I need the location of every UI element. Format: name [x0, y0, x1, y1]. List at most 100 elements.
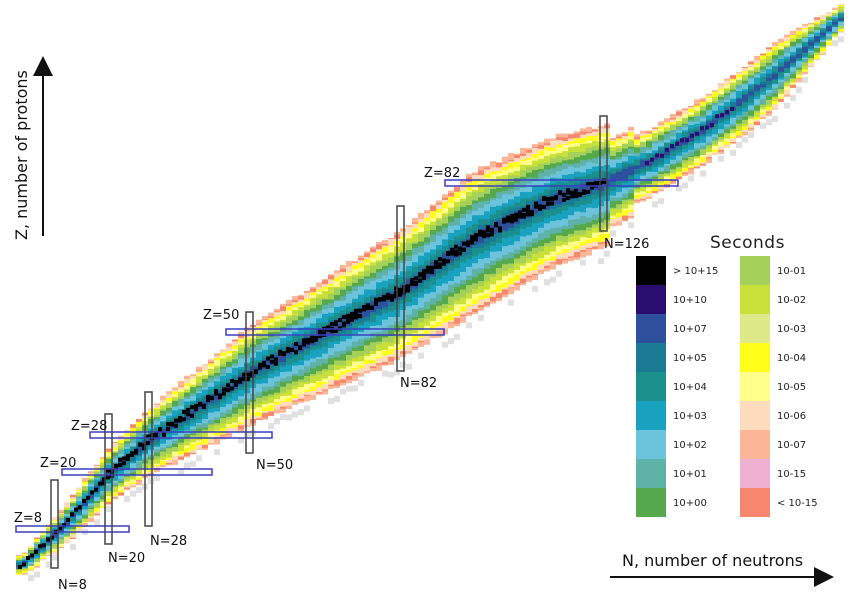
stable-nuclide-cell: [158, 428, 162, 433]
stable-nuclide-cell: [318, 333, 322, 338]
stable-nuclide-cell: [546, 201, 550, 206]
legend-label: 10-04: [777, 353, 806, 364]
band-cell: [826, 26, 832, 32]
band-cell: [82, 499, 88, 507]
legend-label: > 10+15: [673, 266, 718, 277]
band-cell: [688, 175, 694, 182]
stable-nuclide-cell: [38, 544, 42, 549]
band-cell: [742, 136, 748, 143]
stable-nuclide-cell: [30, 553, 34, 558]
band-cell: [736, 142, 742, 148]
stable-nuclide-cell: [602, 179, 606, 184]
legend-label: 10+10: [673, 295, 707, 306]
nuclide-band: [16, 4, 844, 581]
stable-nuclide-cell: [490, 227, 494, 232]
long-lived-nuclide-cell: [655, 153, 659, 158]
legend-label: 10-06: [777, 411, 806, 422]
stable-nuclide-cell: [270, 354, 274, 359]
band-cell: [760, 122, 766, 129]
band-cell: [838, 18, 844, 21]
stable-nuclide-cell: [138, 442, 142, 447]
stable-nuclide-cell: [246, 377, 250, 382]
legend-swatch: [636, 488, 666, 517]
band-cell: [736, 99, 742, 107]
n-magic-box: [396, 205, 405, 372]
stable-nuclide-cell: [458, 251, 462, 256]
stable-nuclide-cell: [178, 418, 182, 423]
band-cell: [652, 201, 658, 208]
stable-nuclide-cell: [478, 229, 482, 234]
legend-label: 10+07: [673, 324, 707, 335]
stable-nuclide-cell: [542, 205, 546, 209]
band-cell: [292, 343, 298, 352]
stable-nuclide-cell: [594, 181, 598, 186]
band-cell: [418, 352, 424, 359]
band-cell: [580, 259, 586, 266]
band-cell: [286, 414, 292, 421]
stable-nuclide-cell: [142, 443, 146, 448]
stable-nuclide-cell: [382, 297, 386, 302]
stable-nuclide-cell: [426, 265, 430, 270]
stable-nuclide-cell: [430, 270, 434, 274]
band-cell: [616, 171, 622, 181]
legend-label: 10+00: [673, 498, 707, 509]
stable-nuclide-cell: [34, 550, 38, 554]
stable-nuclide-cell: [310, 335, 314, 340]
stable-nuclide-cell: [406, 288, 410, 293]
stable-nuclide-cell: [102, 481, 106, 486]
stable-nuclide-cell: [370, 305, 374, 310]
stable-nuclide-cell: [482, 234, 486, 239]
stable-nuclide-cell: [174, 423, 178, 428]
band-cell: [52, 531, 58, 538]
long-lived-nuclide-cell: [710, 123, 714, 128]
stable-nuclide-cell: [438, 264, 442, 269]
stable-nuclide-cell: [386, 292, 390, 297]
stable-nuclide-cell: [490, 232, 494, 237]
z-magic-box: [225, 328, 445, 336]
band-cell: [94, 486, 100, 489]
stable-nuclide-cell: [398, 287, 402, 292]
stable-nuclide-cell: [266, 365, 270, 369]
band-cell: [28, 575, 34, 581]
stable-nuclide-cell: [398, 292, 402, 297]
stable-nuclide-cell: [78, 505, 82, 510]
stable-nuclide-cell: [486, 233, 490, 238]
stable-nuclide-cell: [550, 201, 554, 206]
band-cell: [832, 40, 838, 47]
long-lived-nuclide-cell: [695, 131, 699, 136]
band-cell: [34, 571, 40, 578]
band-cell: [394, 369, 400, 376]
band-cell: [448, 338, 454, 345]
band-cell: [448, 249, 454, 262]
stable-nuclide-cell: [546, 196, 550, 201]
stable-nuclide-cell: [510, 215, 514, 220]
stable-nuclide-cell: [346, 316, 350, 321]
stable-nuclide-cell: [342, 321, 346, 326]
stable-nuclide-cell: [286, 347, 290, 351]
stable-nuclide-cell: [42, 543, 46, 548]
stable-nuclide-cell: [262, 361, 266, 365]
stable-nuclide-cell: [354, 312, 358, 317]
half-life-legend: Seconds > 10+15 10+10 10+07 10+05 10+04 10+03…: [636, 233, 818, 517]
band-cell: [766, 119, 772, 126]
band-cell: [832, 22, 838, 25]
band-cell: [682, 182, 688, 189]
n-magic-label-126: N=126: [604, 237, 649, 252]
stable-nuclide-cell: [462, 241, 466, 246]
stable-nuclide-cell: [434, 264, 438, 269]
stable-nuclide-cell: [386, 294, 390, 299]
stable-nuclide-cell: [178, 416, 182, 420]
legend-swatch: [740, 343, 770, 372]
stable-nuclide-cell: [190, 413, 194, 418]
stable-nuclide-cell: [50, 535, 54, 540]
n-magic-label-28: N=28: [150, 534, 187, 549]
stable-nuclide-cell: [582, 189, 586, 194]
stable-nuclide-cell: [394, 294, 398, 299]
stable-nuclide-cell: [398, 289, 402, 294]
long-lived-nuclide-cell: [685, 138, 689, 143]
legend-label: 10-05: [777, 382, 806, 393]
legend-title: Seconds: [710, 233, 785, 253]
band-cell: [136, 487, 142, 494]
stable-nuclide-cell: [206, 394, 210, 399]
band-cell: [814, 36, 820, 42]
